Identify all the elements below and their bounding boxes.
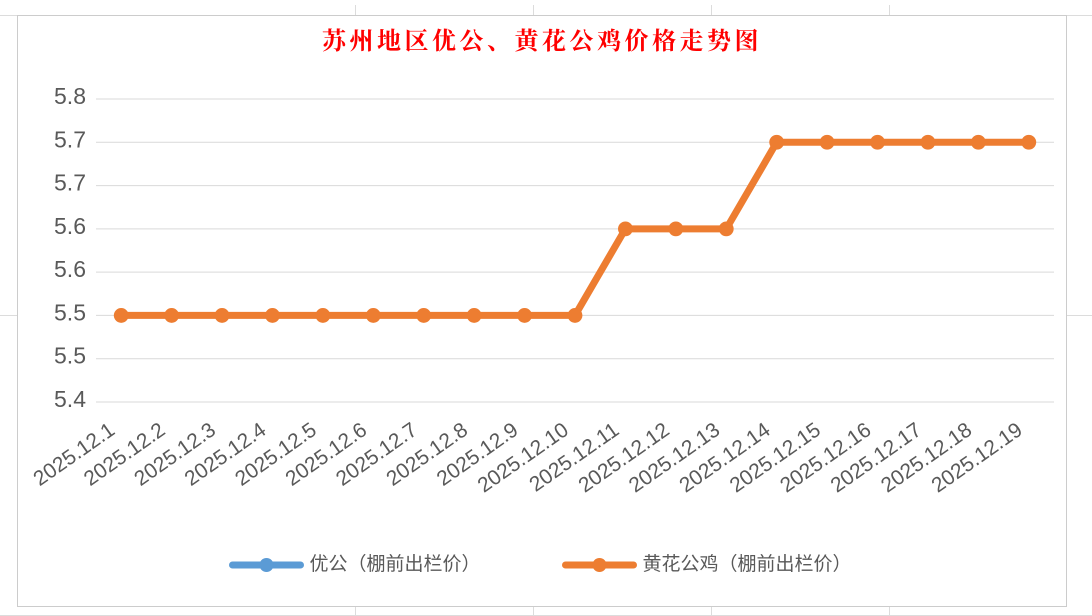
svg-text:5.8: 5.8	[54, 83, 86, 109]
svg-text:5.7: 5.7	[54, 126, 86, 152]
svg-text:优公（棚前出栏价）: 优公（棚前出栏价）	[310, 553, 481, 575]
svg-text:5.7: 5.7	[54, 170, 86, 196]
svg-text:5.5: 5.5	[54, 299, 86, 325]
svg-text:5.6: 5.6	[54, 256, 86, 282]
svg-text:5.6: 5.6	[54, 213, 86, 239]
svg-text:黄花公鸡（棚前出栏价）: 黄花公鸡（棚前出栏价）	[643, 553, 852, 575]
svg-text:5.4: 5.4	[54, 386, 86, 412]
svg-text:5.5: 5.5	[54, 343, 86, 369]
